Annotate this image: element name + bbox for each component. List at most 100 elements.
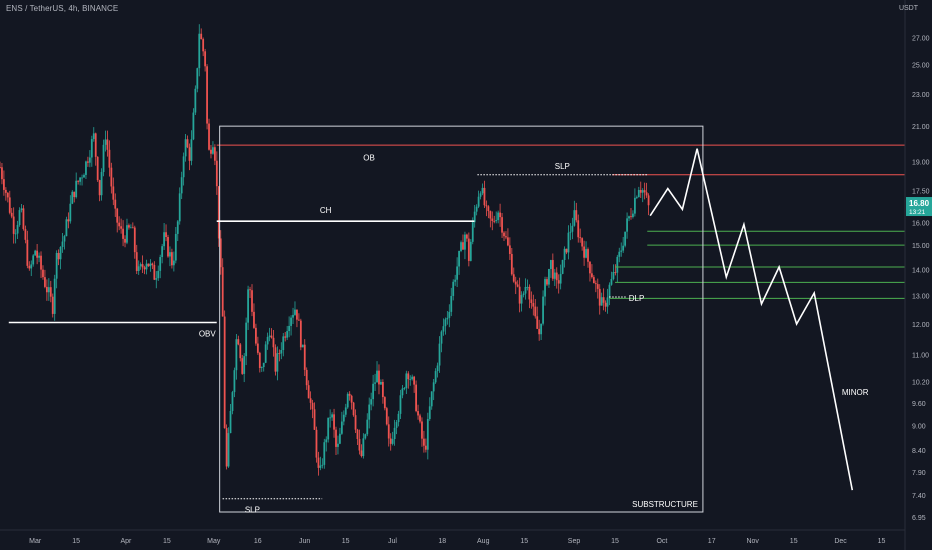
candle-body: [399, 395, 402, 414]
candle-body: [430, 391, 433, 407]
candle-body: [575, 210, 578, 221]
candle-body: [647, 195, 650, 206]
candle-body: [624, 231, 627, 246]
candle-body: [516, 284, 519, 287]
candle-body: [190, 139, 193, 161]
candle-body: [335, 429, 337, 447]
candle-body: [456, 266, 459, 280]
candle-body: [477, 196, 480, 207]
time-tick-label: 16: [254, 538, 262, 545]
candle-body: [383, 397, 386, 409]
candle-body: [6, 192, 9, 198]
candle-body: [495, 220, 498, 222]
candle-body: [442, 326, 445, 332]
candle-body: [131, 227, 134, 229]
price-tick-label: 14.00: [912, 267, 930, 274]
candle-body: [153, 265, 156, 280]
price-tick-label: 16.00: [912, 220, 930, 227]
candle-body: [618, 251, 621, 257]
candle-body: [57, 252, 60, 260]
candle-body: [467, 238, 470, 261]
candle-body: [579, 237, 582, 239]
time-tick-label: Sep: [568, 538, 581, 545]
candle-body: [299, 320, 302, 348]
candle-body: [340, 421, 343, 434]
price-tick-label: 21.00: [912, 124, 930, 131]
annotation-layer: SUBSTRUCTURE CH OBV SLP SLP DLP OB MINOR: [199, 154, 869, 515]
candle-body: [637, 189, 640, 198]
candle-body: [270, 335, 273, 338]
candle-body: [440, 331, 443, 344]
candle-body: [307, 385, 310, 399]
candle-body: [528, 286, 531, 300]
candle-body: [346, 393, 349, 408]
candle-body: [38, 255, 40, 258]
candle-body: [454, 279, 457, 282]
candle-body: [69, 203, 72, 222]
candle-body: [471, 222, 474, 242]
candle-body: [163, 232, 165, 247]
candle-body: [229, 410, 232, 434]
candle-body: [268, 335, 271, 337]
candle-body: [88, 157, 91, 163]
time-tick-label: 18: [438, 538, 446, 545]
candle-body: [71, 191, 74, 204]
candle-body: [587, 249, 589, 262]
candle-body: [362, 438, 365, 457]
candle-body: [317, 457, 320, 468]
candle-body: [524, 286, 527, 294]
candle-body: [112, 186, 115, 200]
candle-body: [116, 208, 119, 223]
candle-body: [159, 257, 162, 271]
candle-body: [286, 331, 289, 338]
candle-body: [280, 350, 283, 354]
candle-body: [165, 232, 167, 238]
time-tick-label: Dec: [834, 538, 847, 545]
price-axis[interactable]: 6.95 7.40 7.90 8.40 9.00 9.60 10.20 11.00 12.00 1…: [912, 35, 930, 522]
candle-body: [296, 309, 298, 320]
candle-body: [51, 296, 54, 314]
candle-body: [288, 325, 291, 332]
slp-label: SLP: [555, 162, 570, 171]
candle-body: [614, 272, 617, 273]
candle-body: [118, 222, 121, 227]
candle-body: [260, 367, 263, 368]
candle-body: [141, 264, 144, 268]
candle-body: [311, 402, 314, 410]
candle-body: [571, 225, 574, 232]
candle-body: [61, 241, 64, 247]
candle-body: [65, 219, 68, 237]
candle-body: [292, 314, 294, 318]
candle-body: [249, 289, 251, 291]
price-tick-label: 13.00: [912, 294, 930, 301]
candle-body: [639, 189, 642, 193]
time-axis[interactable]: Mar 15 Apr 15 May 16 Jun 15 Jul 18 Aug 15 Sep 15 Oct 17…: [29, 538, 885, 545]
candle-body: [155, 278, 158, 280]
candle-body: [448, 311, 451, 318]
candle-body: [104, 139, 107, 145]
candle-body: [551, 260, 554, 279]
candle-body: [538, 328, 541, 335]
candle-body: [413, 376, 416, 385]
candle-body: [544, 279, 546, 297]
candle-body: [161, 246, 164, 258]
candle-body: [444, 319, 447, 327]
candle-body: [198, 33, 201, 69]
candle-body: [294, 309, 296, 315]
slp-label: SLP: [245, 506, 260, 515]
candle-body: [479, 193, 482, 197]
projection-path: [649, 148, 854, 491]
drawings-layer: [8, 125, 905, 513]
candle-body: [465, 234, 468, 239]
candle-body: [331, 414, 333, 418]
candle-body: [518, 286, 521, 304]
time-tick-label: Aug: [477, 538, 490, 545]
price-tick-label: 17.50: [912, 189, 930, 196]
candle-body: [157, 270, 160, 279]
candle-body: [469, 241, 472, 261]
candle-body: [239, 344, 242, 359]
candle-body: [272, 337, 275, 348]
candle-body: [297, 319, 300, 321]
